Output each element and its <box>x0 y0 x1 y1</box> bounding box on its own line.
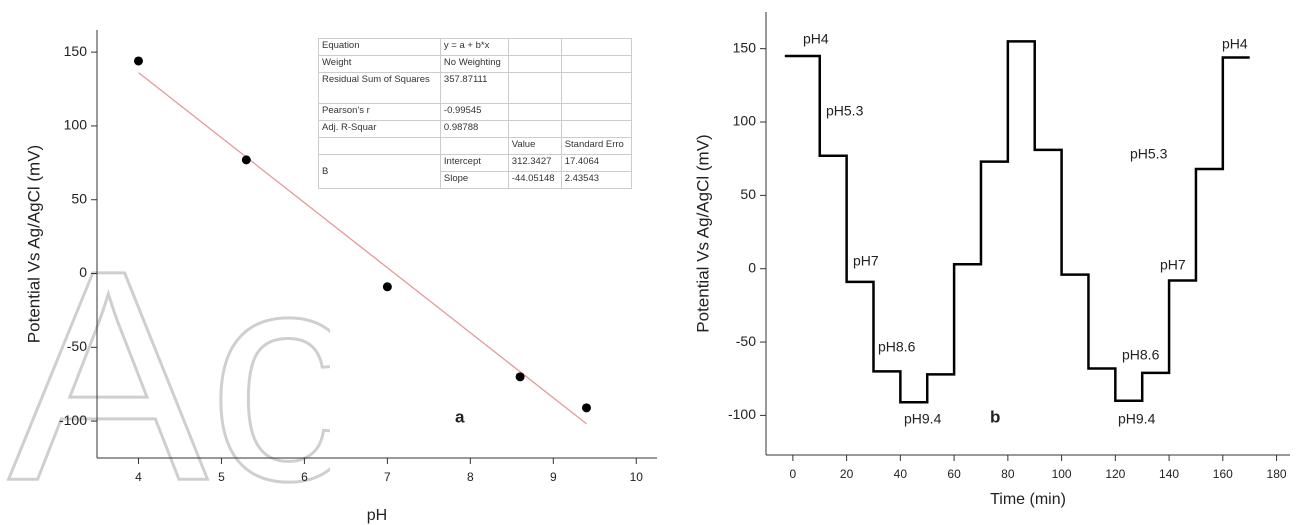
panel-label: b <box>990 407 1000 426</box>
cell: 312.3427 <box>507 154 562 172</box>
point <box>382 282 392 292</box>
y-tick-label: 50 <box>71 190 87 206</box>
panel-label: a <box>455 407 465 426</box>
x-tick-label: 4 <box>135 470 142 484</box>
x-tick-label: 180 <box>1267 467 1287 481</box>
cell: Weight <box>318 55 441 73</box>
x-tick-label: 8 <box>467 470 474 484</box>
x-tick-label: 0 <box>790 467 797 481</box>
watermark: Accepted <box>8 207 1259 525</box>
cell: -0.99545 <box>439 103 509 121</box>
cell: Equation <box>318 38 441 56</box>
x-tick-label: 160 <box>1213 467 1233 481</box>
x-tick-label: 80 <box>1001 467 1015 481</box>
annotation: pH4 <box>803 31 829 47</box>
cell: Residual Sum of Squares <box>318 72 441 104</box>
annotation: pH7 <box>1160 257 1186 273</box>
annotation: pH5.3 <box>1130 146 1168 162</box>
annotation: pH8.6 <box>1122 347 1160 363</box>
annotation: pH7 <box>853 253 879 269</box>
y-tick-label: 150 <box>733 39 757 55</box>
cell: B <box>318 154 441 189</box>
y-tick-label: 100 <box>733 113 757 129</box>
step-line <box>784 40 1250 404</box>
annotation: pH4 <box>1222 36 1248 52</box>
y-axis-label: Potential Vs Ag/AgCl (mV) <box>24 145 43 343</box>
x-axis-label: Time (min) <box>990 491 1066 508</box>
x-tick-label: 7 <box>384 470 391 484</box>
point <box>133 56 143 66</box>
x-tick-label: 10 <box>630 470 644 484</box>
y-tick-label: 50 <box>740 186 756 202</box>
y-tick-label: -50 <box>736 333 756 349</box>
cell: 2.43543 <box>560 171 633 189</box>
x-axis-label: pH <box>367 507 387 524</box>
y-tick-label: 0 <box>79 264 87 280</box>
cell: -44.05148 <box>507 171 562 189</box>
x-tick-label: 100 <box>1052 467 1072 481</box>
cell: Adj. R-Squar <box>318 120 441 138</box>
cell: 17.4064 <box>560 154 633 172</box>
x-tick-label: 60 <box>947 467 961 481</box>
y-axis-label: Potential Vs Ag/AgCl (mV) <box>693 134 712 332</box>
y-tick-label: 150 <box>64 43 88 59</box>
x-tick-label: 6 <box>301 470 308 484</box>
x-tick-label: 120 <box>1105 467 1125 481</box>
y-tick-label: 0 <box>748 259 756 275</box>
cell: Pearson's r <box>318 103 441 121</box>
x-tick-label: 40 <box>894 467 908 481</box>
cell: 0.98788 <box>439 120 509 138</box>
x-tick-label: 140 <box>1159 467 1179 481</box>
annotation: pH8.6 <box>878 339 916 355</box>
x-tick-label: 9 <box>550 470 557 484</box>
cell: Value <box>507 137 562 155</box>
point <box>515 372 525 382</box>
point <box>581 403 591 413</box>
annotation: pH5.3 <box>826 103 864 119</box>
cell: Standard Erro <box>560 137 633 155</box>
cell: 357.87111 <box>439 72 509 104</box>
cell: Intercept <box>439 154 509 172</box>
cell: y = a + b*x <box>439 38 509 56</box>
y-tick-label: -50 <box>67 338 87 354</box>
cell: Slope <box>439 171 509 189</box>
annotation: pH9.4 <box>904 411 942 427</box>
point <box>241 155 251 165</box>
cell: No Weighting <box>439 55 509 73</box>
fit-table: Equation y = a + b*x Weight No Weighting R… <box>318 38 633 189</box>
annotation: pH9.4 <box>1118 411 1156 427</box>
y-tick-label: -100 <box>728 406 756 422</box>
y-tick-label: 100 <box>64 117 88 133</box>
x-tick-label: 5 <box>218 470 225 484</box>
fit-line <box>138 72 587 425</box>
x-tick-label: 20 <box>840 467 854 481</box>
y-tick-label: -100 <box>59 412 87 428</box>
